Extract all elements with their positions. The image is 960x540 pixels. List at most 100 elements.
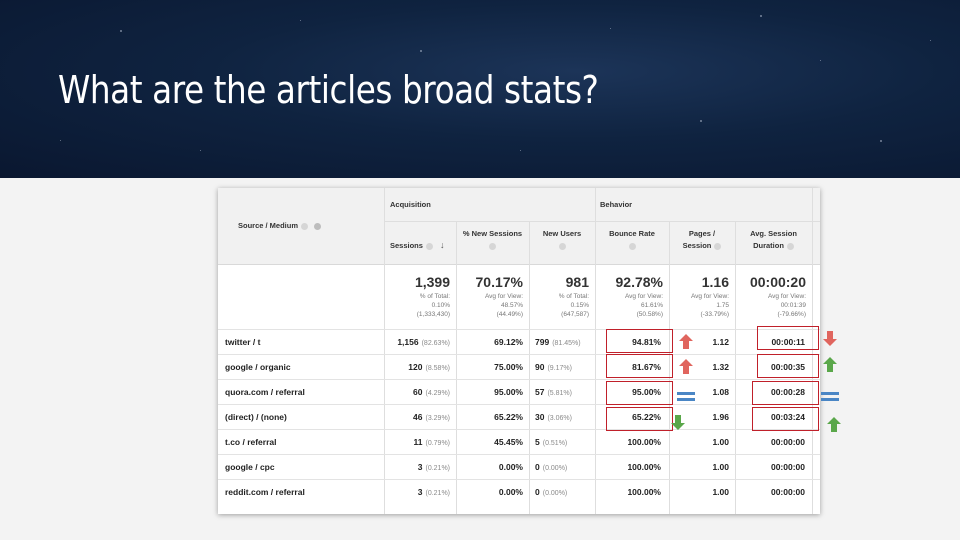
table-row[interactable]: twitter / t 1,156 (82.63%) 69.12% 799 (81.…	[218, 329, 820, 355]
total-new-users: 981	[565, 274, 589, 290]
sessions-cell: 3 (0.21%)	[417, 462, 450, 472]
new-users-cell: 0 (0.00%)	[535, 487, 568, 497]
help-icon[interactable]	[489, 242, 496, 250]
help-icon[interactable]	[714, 242, 722, 250]
source-medium-link[interactable]: google / organic	[225, 362, 291, 372]
new-sessions-cell: 75.00%	[494, 362, 523, 372]
slide-header-background: What are the articles broad stats?	[0, 0, 960, 178]
bounce-rate-cell: 100.00%	[627, 487, 661, 497]
sessions-cell: 1,156 (82.63%)	[397, 337, 450, 347]
source-medium-link[interactable]: quora.com / referral	[225, 387, 305, 397]
pages-session-header[interactable]: Pages / Session	[669, 228, 735, 252]
highlight-box-bounce	[606, 381, 673, 405]
highlight-box-duration	[752, 407, 819, 431]
highlight-box-duration	[752, 381, 819, 405]
bounce-rate-cell: 65.22%	[632, 412, 661, 422]
arrow-down-green-icon	[671, 415, 685, 435]
table-row[interactable]: google / organic 120 (8.58%) 75.00% 90 (9.…	[218, 354, 820, 380]
info-icon[interactable]	[314, 222, 322, 230]
total-avg-duration: 00:00:20	[749, 274, 806, 290]
table-row[interactable]: t.co / referral 11 (0.79%) 45.45% 5 (0.51%…	[218, 429, 820, 455]
total-sessions-detail: % of Total: 0.10% (1,333,430)	[416, 293, 450, 318]
sessions-cell: 46 (3.29%)	[413, 412, 450, 422]
bounce-rate-cell: 100.00%	[627, 462, 661, 472]
avg-duration-cell: 00:00:00	[770, 437, 805, 447]
arrow-up-green-icon	[823, 357, 837, 377]
avg-duration-cell: 00:00:00	[770, 487, 805, 497]
new-users-cell: 0 (0.00%)	[535, 462, 568, 472]
table-row[interactable]: reddit.com / referral 3 (0.21%) 0.00% 0 (0…	[218, 479, 820, 505]
highlight-box-duration	[757, 326, 819, 350]
pages-session-cell: 1.08	[712, 387, 729, 397]
arrow-down-red-icon	[823, 331, 837, 351]
new-users-cell: 5 (0.51%)	[535, 437, 568, 447]
pages-session-cell: 1.00	[712, 487, 729, 497]
avg-duration-cell: 00:00:11	[771, 337, 805, 347]
arrow-up-green-icon	[827, 417, 841, 437]
pages-session-cell: 1.96	[712, 412, 729, 422]
help-icon[interactable]	[786, 242, 794, 250]
arrow-up-red-icon	[679, 359, 693, 379]
behavior-group-label: Behavior	[600, 200, 633, 209]
table-row[interactable]: google / cpc 3 (0.21%) 0.00% 0 (0.00%) 100…	[218, 454, 820, 480]
source-medium-link[interactable]: google / cpc	[225, 462, 275, 472]
avg-duration-cell: 00:00:28	[770, 387, 805, 397]
source-medium-link[interactable]: twitter / t	[225, 337, 261, 347]
analytics-table-screenshot: Source / Medium Acquisition Behavior Ses…	[218, 188, 820, 514]
help-icon[interactable]	[301, 222, 309, 230]
bounce-rate-header[interactable]: Bounce Rate	[595, 228, 669, 252]
equals-blue-icon	[821, 389, 839, 407]
bounce-rate-cell: 100.00%	[627, 437, 661, 447]
avg-session-duration-header[interactable]: Avg. Session Duration	[750, 229, 797, 250]
new-users-cell: 90 (9.17%)	[535, 362, 572, 372]
total-new-sessions: 70.17%	[475, 274, 523, 290]
pages-session-cell: 1.32	[712, 362, 729, 372]
sessions-cell: 120 (8.58%)	[408, 362, 450, 372]
highlight-box-bounce	[606, 354, 673, 378]
bounce-rate-cell: 94.81%	[632, 337, 661, 347]
sessions-cell: 60 (4.29%)	[413, 387, 450, 397]
new-sessions-cell: 45.45%	[494, 437, 523, 447]
source-medium-link[interactable]: (direct) / (none)	[225, 412, 287, 422]
total-pages-session: 1.16	[701, 274, 729, 290]
help-icon[interactable]	[425, 242, 433, 250]
pages-session-cell: 1.12	[712, 337, 729, 347]
avg-duration-cell: 00:00:00	[770, 462, 805, 472]
new-sessions-cell: 95.00%	[494, 387, 523, 397]
new-sessions-cell: 0.00%	[498, 487, 523, 497]
pages-session-cell: 1.00	[712, 462, 729, 472]
arrow-up-red-icon	[679, 334, 693, 354]
help-icon[interactable]	[628, 242, 636, 250]
new-sessions-cell: 65.22%	[494, 412, 523, 422]
slide-title: What are the articles broad stats?	[58, 68, 599, 112]
acquisition-group-label: Acquisition	[390, 200, 431, 209]
total-bounce-rate: 92.78%	[615, 274, 663, 290]
source-medium-link[interactable]: t.co / referral	[225, 437, 277, 447]
sessions-header[interactable]: Sessions ↓	[390, 240, 445, 250]
total-avg-duration-detail: Avg for View: 00:01:39 (-79.66%)	[767, 293, 806, 318]
help-icon[interactable]	[558, 242, 566, 250]
new-sessions-cell: 69.12%	[494, 337, 523, 347]
highlight-box-duration	[757, 354, 819, 378]
sessions-cell: 3 (0.21%)	[417, 487, 450, 497]
new-users-cell: 57 (5.81%)	[535, 387, 572, 397]
bounce-rate-cell: 81.67%	[632, 362, 661, 372]
highlight-box-bounce	[606, 329, 673, 353]
source-medium-header[interactable]: Source / Medium	[238, 221, 322, 230]
sessions-cell: 11 (0.79%)	[413, 437, 450, 447]
new-sessions-header[interactable]: % New Sessions	[456, 228, 529, 252]
new-users-header[interactable]: New Users	[529, 228, 595, 252]
table-row[interactable]: quora.com / referral 60 (4.29%) 95.00% 57…	[218, 379, 820, 405]
total-sessions: 1,399	[414, 274, 450, 290]
highlight-box-bounce	[606, 407, 673, 431]
avg-duration-cell: 00:03:24	[770, 412, 805, 422]
equals-blue-icon	[677, 389, 695, 407]
new-sessions-cell: 0.00%	[498, 462, 523, 472]
sort-desc-icon[interactable]: ↓	[440, 240, 445, 250]
new-users-cell: 799 (81.45%)	[535, 337, 581, 347]
source-medium-link[interactable]: reddit.com / referral	[225, 487, 305, 497]
total-bounce-rate-detail: Avg for View: 61.61% (50.58%)	[624, 293, 663, 318]
table-row[interactable]: (direct) / (none) 46 (3.29%) 65.22% 30 (3.…	[218, 404, 820, 430]
avg-duration-cell: 00:00:35	[770, 362, 805, 372]
new-users-cell: 30 (3.06%)	[535, 412, 572, 422]
